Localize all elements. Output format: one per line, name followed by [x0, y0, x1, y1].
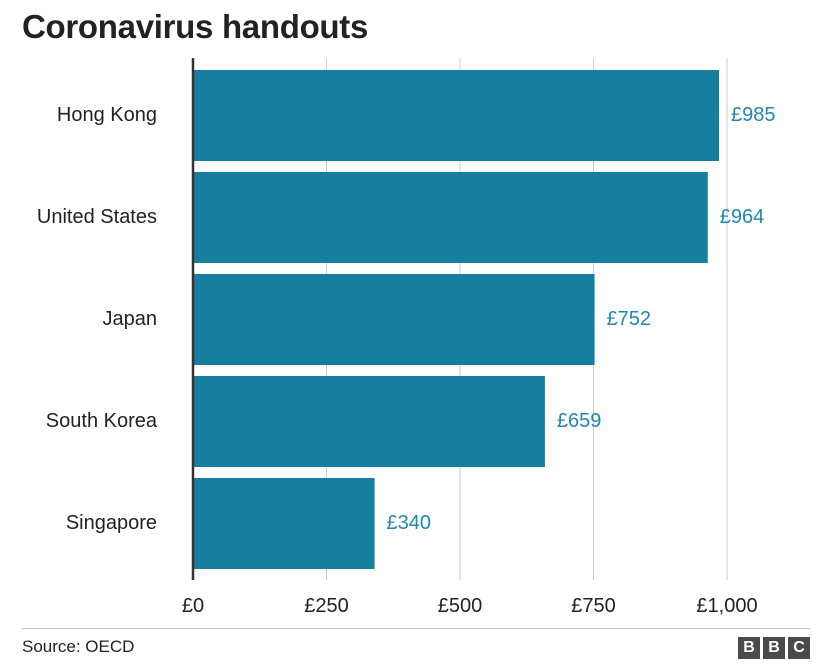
value-label: £340: [387, 512, 432, 534]
x-tick-label: £750: [571, 595, 616, 617]
x-tick-label: £0: [182, 595, 204, 617]
x-tick-label: £500: [438, 595, 483, 617]
x-tick-label: £250: [304, 595, 349, 617]
bar: [193, 172, 708, 263]
bbc-logo: B B C: [738, 637, 810, 659]
bar-chart: Hong Kong £985 United States £964 Japan £752 S…: [37, 58, 776, 617]
logo-letter: B: [738, 637, 760, 659]
logo-letter: C: [788, 637, 810, 659]
value-label: £964: [720, 206, 765, 228]
bar: [193, 274, 595, 365]
category-label: South Korea: [46, 410, 158, 432]
category-label: United States: [37, 206, 157, 228]
value-label: £752: [607, 308, 652, 330]
bar: [193, 376, 545, 467]
category-label: Japan: [103, 308, 158, 330]
footer-divider: [22, 628, 810, 629]
source-note: Source: OECD: [22, 637, 135, 656]
bar: [193, 70, 719, 161]
category-label: Singapore: [66, 512, 157, 534]
value-label: £659: [557, 410, 602, 432]
chart-title: Coronavirus handouts: [22, 8, 369, 45]
bar: [193, 478, 375, 569]
value-label: £985: [731, 104, 776, 126]
logo-letter: B: [763, 637, 785, 659]
category-label: Hong Kong: [57, 104, 157, 126]
x-tick-label: £1,000: [696, 595, 757, 617]
